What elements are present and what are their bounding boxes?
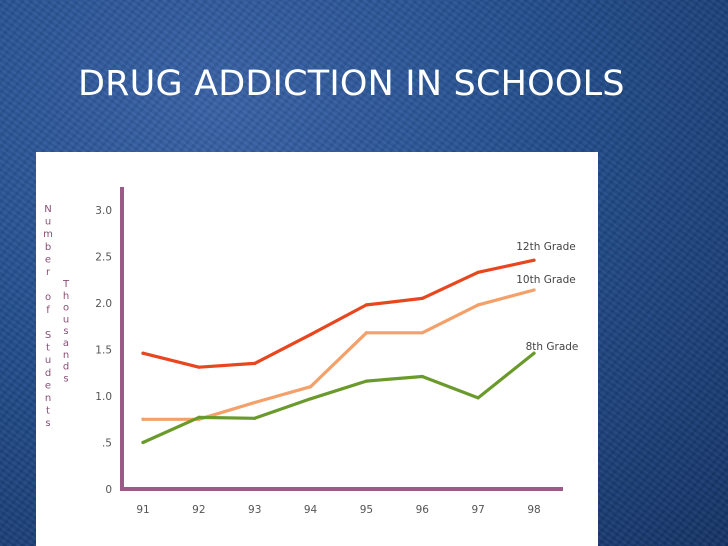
y-axis-title-letter: s [63,373,68,384]
y-axis-title-letter: b [45,242,51,253]
y-axis-title-letter: N [44,204,51,215]
series-line [141,351,536,445]
series-label: 12th Grade [516,241,575,253]
data-point [476,396,480,400]
data-point [141,351,145,355]
data-point [253,416,257,420]
x-tick-labels: 91 92 93 94 95 96 97 98 [136,504,540,516]
data-point [364,303,369,307]
data-point [420,296,424,300]
data-point [197,365,201,369]
x-tick-label: 96 [416,504,430,516]
y-axis-title-letter: e [45,380,51,391]
data-point [253,400,257,405]
y-tick-label: 1.5 [95,345,112,357]
data-point [532,288,536,292]
x-tick-label: 92 [192,504,205,516]
series-labels: 12th Grade 10th Grade 8th Grade [516,241,578,353]
x-tick-label: 98 [527,504,540,516]
y-axis-title-letter: d [45,368,51,379]
data-point [532,351,536,355]
slide-title: DRUG ADDICTION IN SCHOOLS [78,64,625,104]
x-tick-label: 93 [248,504,261,516]
series-lines [141,258,536,445]
data-point [532,258,536,262]
series-label: 8th Grade [526,341,579,353]
y-axis-title-letter: S [45,330,51,341]
series-line [141,258,536,369]
data-point [364,331,369,335]
y-axis-title-letter: a [63,338,69,349]
data-point [253,361,257,366]
data-point [141,440,145,445]
y-axis-title-letter: s [63,326,68,337]
series-label: 10th Grade [516,274,575,286]
y-axis-title-letter: u [63,314,69,325]
data-point [476,270,480,274]
y-tick-label: 3.0 [95,205,112,217]
y-axis-title-letter: h [63,291,69,302]
data-point [141,417,145,421]
data-point [308,333,313,337]
y-tick-label: 1.0 [95,391,112,403]
data-point [197,415,201,419]
y-axis-title-letter: d [63,362,69,373]
y-axis-title-letter: n [63,350,69,361]
y-axis-title-letter: u [45,217,51,228]
y-axis-title-letter: o [45,292,51,303]
y-tick-label: 2.5 [95,252,112,264]
x-tick-label: 94 [304,504,318,516]
y-tick-label: 0 [105,484,112,496]
x-tick-label: 97 [471,504,484,516]
y-tick-label: 2.0 [95,298,112,310]
data-point [420,374,424,379]
data-point [308,385,313,389]
y-tick-labels: 0 .5 1.0 1.5 2.0 2.5 3.0 [95,205,112,496]
y-axis-title-letter: m [43,229,53,240]
chart-axes [120,187,563,491]
y-axis-title-letter: u [45,355,51,366]
data-point [364,379,369,383]
data-point [308,397,313,401]
x-tick-label: 95 [360,504,373,516]
y-axis-title-letter: T [62,279,70,290]
x-tick-label: 91 [136,504,149,516]
y-axis-title-letter: t [46,343,50,354]
y-axis-title-letter: r [46,267,51,278]
y-axis-title-letter: o [63,303,69,314]
y-axis-title-letter: f [46,305,50,316]
series-line [141,288,536,421]
y-axis-title-letter: n [45,393,51,404]
y-axis-title-letter: s [45,418,50,429]
data-point [420,331,424,335]
y-axis-title-letter: e [45,254,51,265]
data-point [476,303,480,307]
y-tick-label: .5 [102,438,112,450]
y-axis-title-letter: t [46,406,50,417]
